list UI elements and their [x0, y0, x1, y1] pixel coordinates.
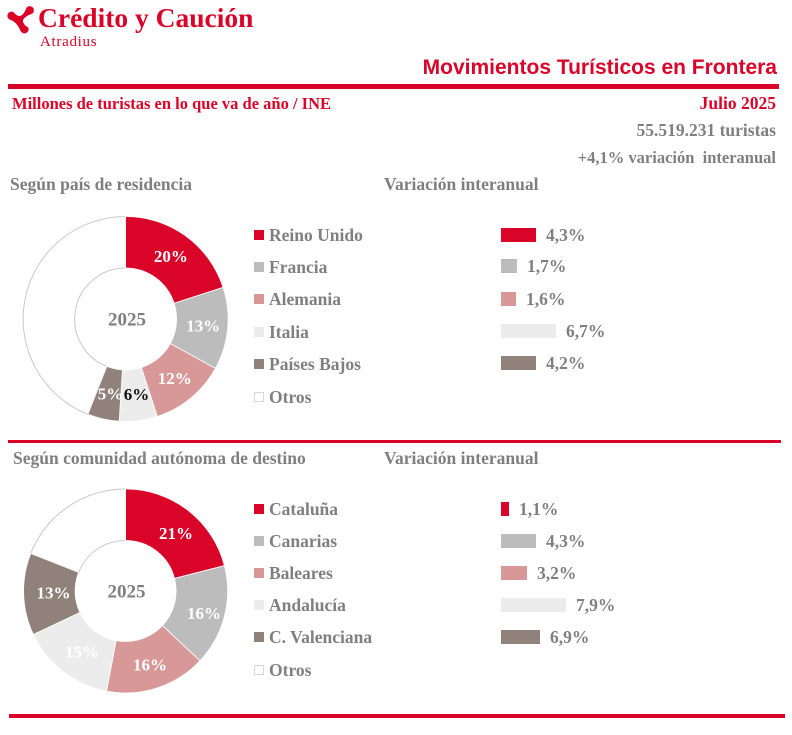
svg-text:16%: 16% [133, 656, 167, 675]
svg-text:20%: 20% [154, 247, 188, 266]
svg-text:2025: 2025 [108, 582, 146, 603]
svg-text:6%: 6% [124, 385, 150, 404]
svg-text:16%: 16% [187, 604, 221, 623]
svg-text:2025: 2025 [108, 310, 146, 331]
svg-text:12%: 12% [158, 369, 192, 388]
svg-text:13%: 13% [186, 317, 220, 336]
svg-text:15%: 15% [65, 643, 99, 662]
svg-text:21%: 21% [159, 524, 193, 543]
svg-text:13%: 13% [37, 584, 71, 603]
svg-text:5%: 5% [98, 385, 124, 404]
